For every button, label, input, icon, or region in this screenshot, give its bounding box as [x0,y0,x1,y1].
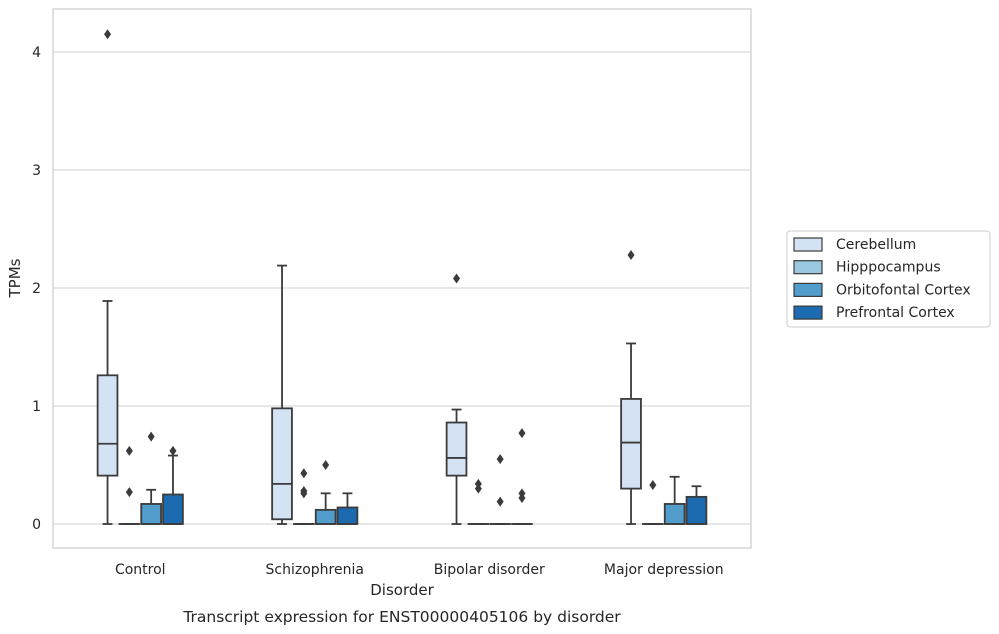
legend-swatch [793,237,823,252]
box-group [96,29,119,525]
x-axis-label: Disorder [370,581,434,599]
outlier-point [496,454,504,465]
outlier-point [322,460,330,470]
outlier-point [300,488,308,499]
box-iqr [620,398,642,490]
box-iqr [685,495,708,525]
box-group [467,478,490,525]
legend-swatch [793,305,823,320]
outlier-point [518,428,526,439]
chart-caption: Transcript expression for ENST0000040510… [182,608,621,626]
legend-swatch [793,260,823,275]
outlier-point [125,487,133,498]
outlier-point [104,29,112,40]
x-tick-label: Bipolar disorder [434,562,545,578]
box-iqr [162,493,184,525]
outlier-point [649,480,657,491]
box-group [140,431,162,525]
y-tick-label: 4 [32,45,41,61]
box-iqr [96,374,119,477]
box-iqr [140,503,162,525]
legend-label: Prefrontal Cortex [836,305,955,321]
box-iqr [314,508,337,525]
series-hipppocampus [118,445,664,525]
plot-area-frame [52,8,752,549]
y-tick-label: 3 [32,163,41,179]
legend-frame [786,230,991,328]
x-tick-label: Schizophrenia [266,562,364,578]
box-group [336,492,359,525]
box-iqr [663,503,686,525]
x-tick-label: Control [115,562,166,578]
box-group [445,273,468,525]
series-orbitofontal-cortex [140,431,686,525]
box-iqr [336,506,359,525]
box-group [663,475,686,525]
box-group [271,264,293,525]
series-cerebellum [96,29,642,525]
box-iqr [445,421,468,477]
box-group [489,454,511,525]
y-axis-label: TPMs [6,258,24,298]
box-group [162,445,184,525]
y-axis-ticks: 0 1 2 3 4 [32,45,41,533]
legend-label: Orbitofontal Cortex [836,282,971,298]
outlier-point [125,445,133,456]
box-series [96,29,708,525]
outlier-point [474,483,482,494]
outlier-point [147,431,155,442]
gridlines [53,51,751,525]
box-iqr [271,407,293,521]
box-group [685,485,708,525]
legend-label: Cerebellum [836,237,916,253]
outlier-point [496,496,504,507]
box-group [511,428,533,525]
legend-swatch [793,282,823,297]
box-group [620,249,642,525]
x-tick-label: Major depression [604,562,724,578]
box-group [293,468,315,525]
box-group [642,480,664,525]
y-tick-label: 1 [32,399,41,415]
x-axis-ticks: Control Schizophrenia Bipolar disorder Majo… [115,562,724,578]
outlier-point [453,273,461,284]
y-tick-label: 2 [32,281,41,297]
outlier-point [627,249,635,260]
outlier-point [300,468,308,479]
legend-label: Hipppocampus [836,260,941,276]
outlier-point [169,445,177,456]
box-group [314,460,337,525]
series-prefrontal-cortex [162,428,708,525]
y-tick-label: 0 [32,517,41,533]
box-group [118,445,141,525]
legend: Cerebellum Hipppocampus Orbitofontal Corte… [786,230,991,328]
outlier-point [518,493,526,504]
